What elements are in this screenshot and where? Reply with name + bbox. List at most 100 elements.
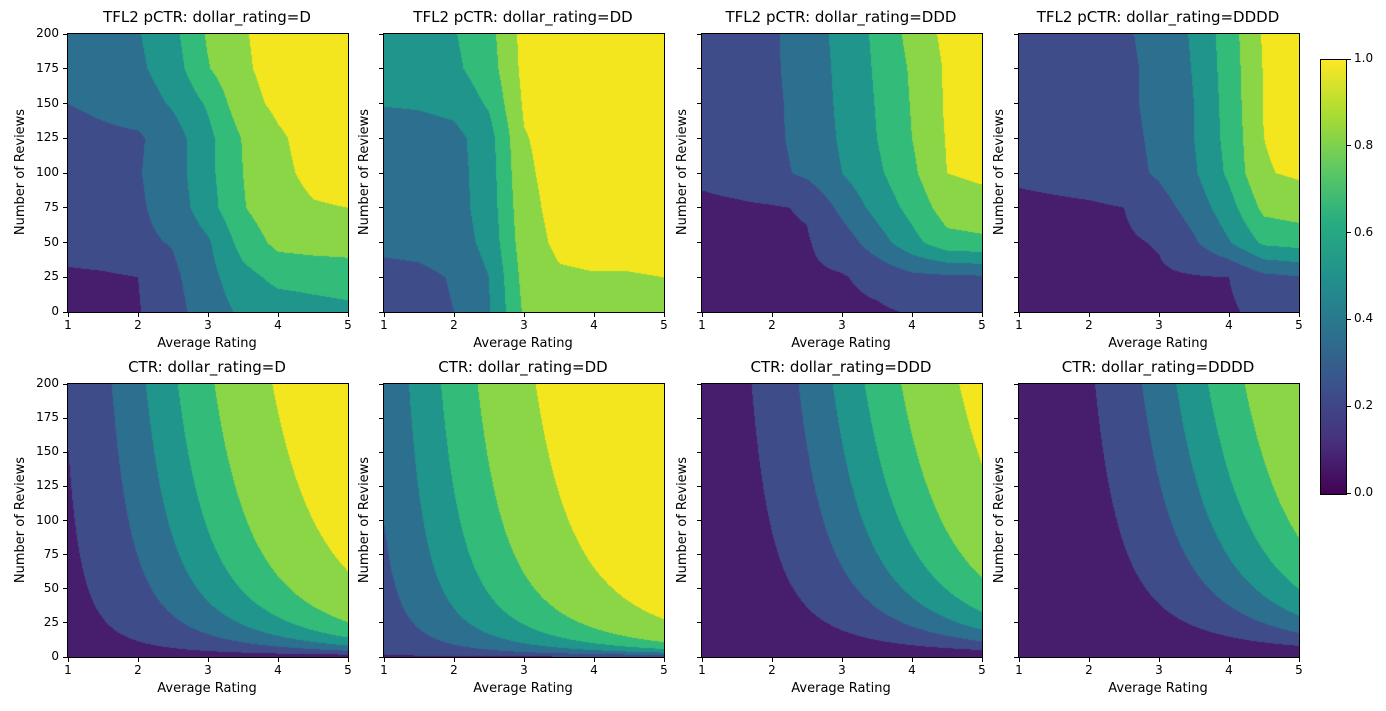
x-tick-label: 1	[1015, 318, 1023, 332]
x-tick-label: 5	[978, 663, 986, 677]
y-tick-mark	[1014, 33, 1018, 35]
x-tick-label: 4	[274, 318, 282, 332]
x-tick-mark	[1298, 658, 1300, 662]
x-tick-mark	[277, 313, 279, 317]
x-tick-mark	[1228, 658, 1230, 662]
x-tick-label: 1	[64, 663, 72, 677]
subplot-axes	[67, 33, 349, 313]
x-tick-mark	[981, 313, 983, 317]
x-tick-label: 1	[380, 663, 388, 677]
y-tick-mark	[379, 520, 383, 521]
y-tick-mark	[63, 622, 67, 624]
subplot-axes	[67, 383, 349, 658]
y-tick-mark	[379, 33, 383, 35]
y-tick-mark	[63, 417, 67, 419]
colorbar-tick-label: 0.8	[1354, 137, 1374, 152]
y-tick-mark	[379, 172, 383, 174]
y-tick-mark	[379, 68, 383, 70]
x-tick-mark	[771, 313, 773, 317]
x-tick-label: 3	[1155, 318, 1163, 332]
y-tick-mark	[379, 103, 383, 104]
y-tick-mark	[63, 103, 67, 104]
y-tick-mark	[697, 311, 701, 313]
x-tick-label: 4	[908, 663, 916, 677]
y-tick-mark	[1014, 622, 1018, 624]
y-tick-mark	[1014, 417, 1018, 419]
y-tick-label: 200	[36, 26, 59, 40]
y-tick-label: 100	[36, 512, 59, 527]
y-tick-mark	[1014, 276, 1018, 278]
x-tick-mark	[207, 658, 209, 662]
y-tick-mark	[379, 554, 383, 556]
x-tick-label: 4	[590, 663, 598, 677]
subplot-axes	[701, 33, 983, 313]
x-tick-label: 3	[1155, 663, 1163, 677]
y-tick-mark	[697, 520, 701, 521]
contour-canvas	[1019, 384, 1299, 657]
y-tick-mark	[1014, 172, 1018, 174]
colorbar-tick-mark	[1347, 58, 1351, 60]
x-tick-label: 3	[838, 663, 846, 677]
y-tick-mark	[63, 276, 67, 278]
colorbar-tick-mark	[1347, 492, 1351, 494]
y-tick-label: 125	[36, 478, 59, 493]
y-tick-mark	[379, 588, 383, 590]
subplot-title: TFL2 pCTR: dollar_rating=D	[103, 8, 311, 26]
y-tick-mark	[63, 588, 67, 590]
x-tick-mark	[67, 658, 69, 662]
y-tick-mark	[379, 622, 383, 624]
subplot-title: TFL2 pCTR: dollar_rating=DDDD	[1036, 8, 1280, 26]
x-tick-mark	[523, 658, 525, 662]
subplot-axes	[701, 383, 983, 658]
y-axis-label: Number of Reviews	[12, 456, 28, 583]
x-tick-label: 2	[1085, 318, 1093, 332]
x-tick-mark	[1228, 313, 1230, 317]
x-tick-label: 5	[660, 663, 668, 677]
x-tick-label: 2	[450, 318, 458, 332]
y-tick-label: 175	[36, 410, 59, 425]
x-tick-mark	[771, 658, 773, 662]
x-axis-label: Average Rating	[473, 681, 573, 696]
x-axis-label: Average Rating	[473, 336, 573, 351]
x-tick-label: 3	[520, 663, 528, 677]
y-tick-mark	[63, 33, 67, 35]
contour-canvas	[68, 384, 348, 657]
colorbar-tick-label: 0.6	[1354, 224, 1374, 239]
x-tick-mark	[137, 658, 139, 662]
colorbar-tick-label: 0.4	[1354, 311, 1374, 326]
y-tick-mark	[379, 207, 383, 209]
x-tick-mark	[701, 313, 703, 317]
subplot-axes	[1018, 33, 1300, 313]
y-tick-mark	[63, 656, 67, 658]
x-tick-label: 2	[134, 318, 142, 332]
y-axis-label: Number of Reviews	[356, 108, 372, 236]
subplot-title: TFL2 pCTR: dollar_rating=DD	[413, 8, 633, 26]
contour-canvas	[1019, 34, 1299, 312]
x-axis-label: Average Rating	[1108, 336, 1208, 351]
y-tick-label: 75	[43, 199, 59, 214]
y-tick-label: 150	[36, 444, 59, 459]
subplot-title: CTR: dollar_rating=DDDD	[1061, 358, 1255, 376]
y-tick-mark	[697, 622, 701, 624]
y-axis-label: Number of Reviews	[674, 108, 690, 236]
subplot-axes	[383, 383, 665, 658]
x-tick-mark	[523, 313, 525, 317]
y-tick-mark	[697, 451, 701, 453]
y-tick-label: 50	[43, 234, 59, 249]
y-tick-mark	[1014, 311, 1018, 313]
contour-canvas	[702, 34, 982, 312]
x-tick-label: 3	[520, 318, 528, 332]
x-tick-label: 4	[1225, 663, 1233, 677]
y-tick-mark	[63, 68, 67, 70]
x-tick-label: 2	[768, 318, 776, 332]
y-tick-label: 25	[43, 614, 59, 629]
y-tick-mark	[697, 656, 701, 658]
y-tick-mark	[697, 137, 701, 139]
y-tick-mark	[63, 172, 67, 174]
x-tick-mark	[277, 658, 279, 662]
x-tick-mark	[593, 313, 595, 317]
x-tick-label: 4	[1225, 318, 1233, 332]
y-tick-mark	[379, 451, 383, 453]
y-axis-label: Number of Reviews	[12, 108, 28, 236]
x-tick-mark	[911, 313, 913, 317]
